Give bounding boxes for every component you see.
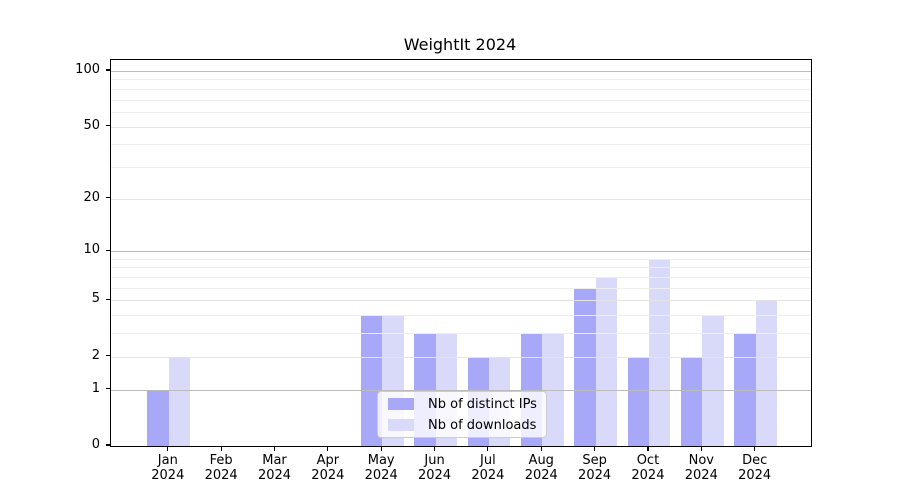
bar-distinct-ips <box>680 356 703 446</box>
x-tick-mark <box>380 446 382 451</box>
x-tick-label: Apr 2024 <box>311 453 345 483</box>
legend-entry-distinct-ips: Nb of distinct IPs <box>384 395 540 414</box>
y-tick-mark <box>105 249 110 251</box>
downloads-swatch-icon <box>388 419 414 431</box>
x-tick-label: Dec 2024 <box>738 453 772 483</box>
gridline <box>111 277 811 279</box>
gridline <box>111 315 811 317</box>
bar-distinct-ips <box>360 315 383 446</box>
gridline <box>111 287 811 289</box>
gridline <box>111 144 811 146</box>
x-tick-mark <box>540 446 542 451</box>
gridline <box>111 258 811 260</box>
legend-label-downloads: Nb of downloads <box>428 417 537 433</box>
bar-distinct-ips <box>574 287 596 446</box>
gridline <box>111 251 811 253</box>
bar-downloads <box>542 333 564 446</box>
y-tick-label: 0 <box>91 437 100 452</box>
gridline <box>111 71 811 72</box>
bar-distinct-ips <box>734 333 756 446</box>
x-tick-label: May 2024 <box>364 453 398 483</box>
y-tick-mark <box>105 298 110 300</box>
x-tick-label: Jul 2024 <box>471 453 505 483</box>
y-tick-label: 1 <box>91 380 100 396</box>
gridline <box>111 198 811 200</box>
x-tick-label: Jun 2024 <box>418 453 452 483</box>
y-tick-label: 10 <box>83 242 100 258</box>
gridline <box>111 111 811 113</box>
bar-downloads <box>168 356 191 446</box>
y-tick-label: 100 <box>75 62 100 77</box>
y-tick-mark <box>105 124 110 127</box>
gridline <box>111 126 811 128</box>
x-tick-mark <box>700 446 702 451</box>
x-tick-mark <box>167 446 169 451</box>
y-tick-mark <box>105 197 110 199</box>
x-tick-label: Nov 2024 <box>684 453 718 483</box>
legend: Nb of distinct IPs Nb of downloads <box>377 391 547 438</box>
y-tick-mark <box>105 355 110 357</box>
gridline <box>111 356 811 358</box>
x-tick-label: Sep 2024 <box>578 453 612 483</box>
y-tick-mark <box>105 444 110 446</box>
gridline <box>111 333 811 335</box>
gridline <box>111 267 811 269</box>
bar-distinct-ips <box>627 356 649 446</box>
x-tick-label: Jan 2024 <box>151 453 185 483</box>
bar-downloads <box>648 258 671 446</box>
x-tick-mark <box>754 446 756 451</box>
x-tick-mark <box>220 446 222 451</box>
gridline <box>111 166 811 168</box>
gridline <box>111 300 811 302</box>
bar-downloads <box>755 300 778 446</box>
x-tick-mark <box>487 446 489 451</box>
y-tick-mark <box>105 69 110 71</box>
legend-label-distinct-ips: Nb of distinct IPs <box>428 396 537 412</box>
legend-entry-downloads: Nb of downloads <box>384 416 540 435</box>
bar-distinct-ips <box>147 389 169 446</box>
x-tick-label: Feb 2024 <box>204 453 238 483</box>
x-tick-mark <box>433 446 436 451</box>
x-tick-mark <box>647 446 649 451</box>
y-tick-label: 20 <box>83 189 100 205</box>
bar-downloads <box>702 315 724 446</box>
y-tick-label: 5 <box>91 291 100 307</box>
gridline <box>111 79 811 81</box>
distinct-ips-swatch-icon <box>388 398 414 410</box>
x-tick-mark <box>273 446 276 451</box>
x-tick-label: Oct 2024 <box>631 453 665 483</box>
gridline <box>111 99 811 101</box>
bar-downloads <box>595 277 617 446</box>
y-tick-label: 50 <box>83 117 100 133</box>
x-tick-label: Aug 2024 <box>524 453 558 483</box>
x-tick-label: Mar 2024 <box>257 453 292 483</box>
x-tick-mark <box>327 446 329 451</box>
chart-title: WeightIt 2024 <box>403 35 517 54</box>
gridline <box>111 389 811 391</box>
y-tick-label: 2 <box>91 347 100 363</box>
gridline <box>111 88 811 90</box>
x-tick-mark <box>594 446 596 451</box>
y-tick-mark <box>105 388 110 390</box>
plot-area <box>110 59 812 447</box>
